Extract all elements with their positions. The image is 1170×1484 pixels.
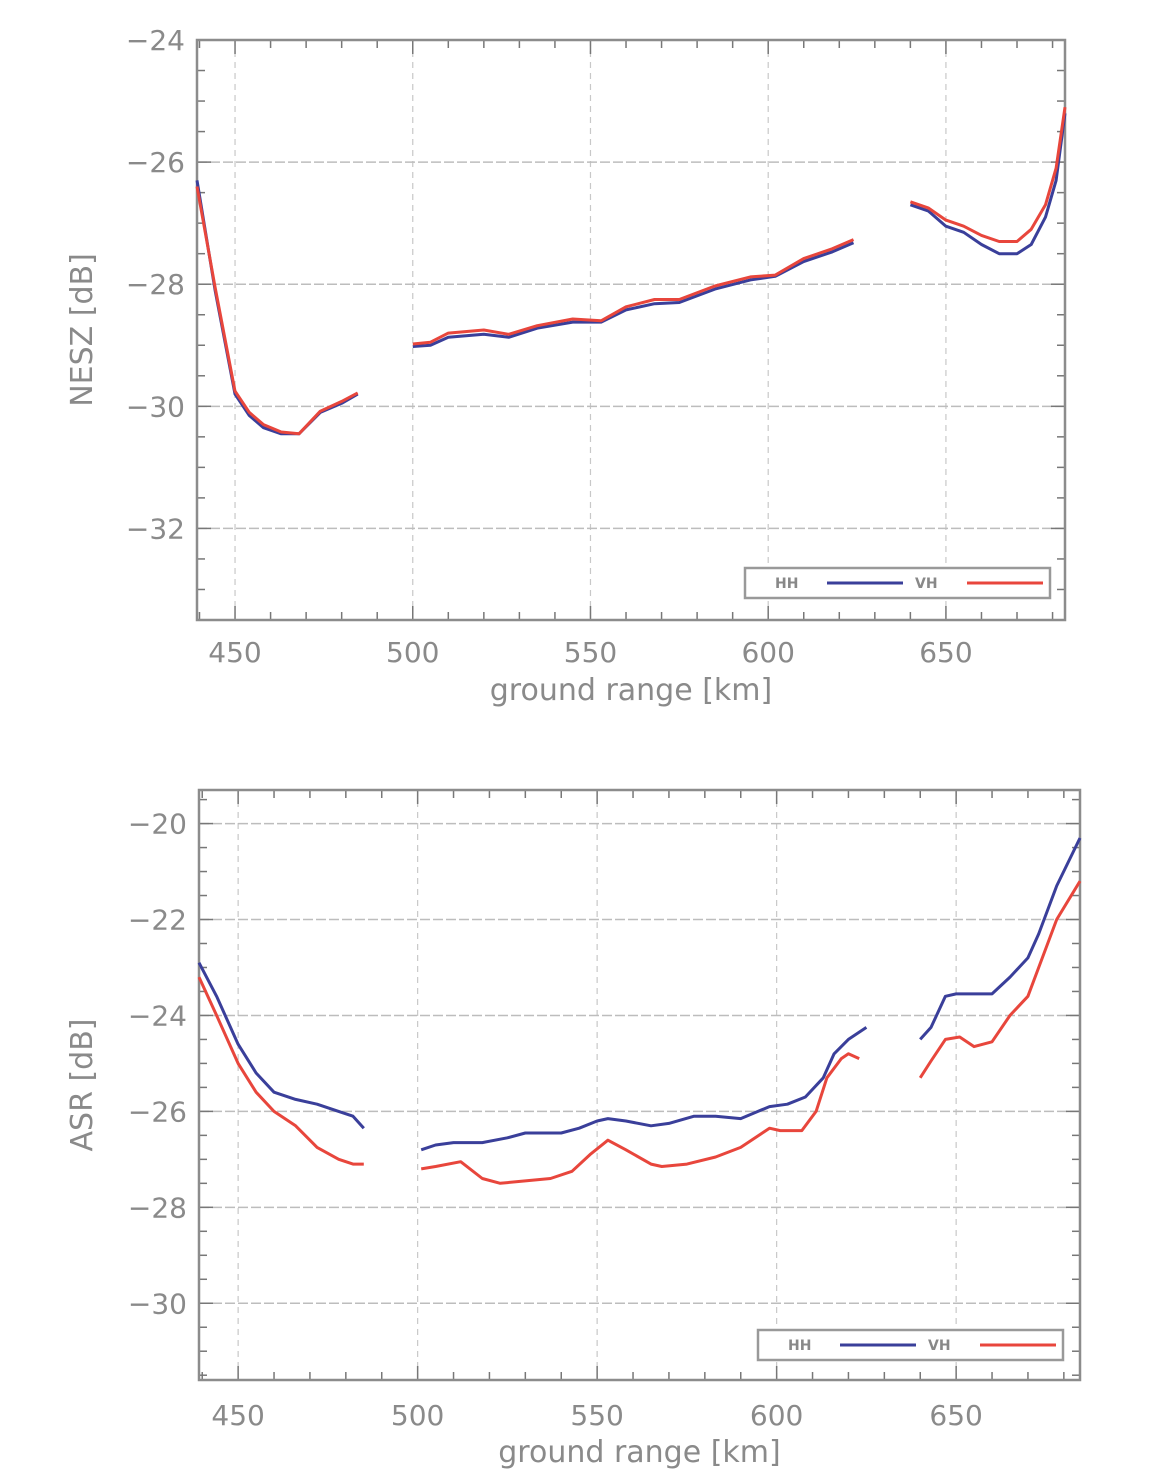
y-tick-label: −26 [126, 146, 185, 179]
y-tick-label: −26 [128, 1095, 187, 1128]
series-line-hh [909, 113, 1067, 256]
y-axis-label: ASR [dB] [65, 1019, 100, 1152]
plot-frame [195, 38, 1067, 622]
x-tick-label: 650 [919, 636, 972, 669]
y-tick-label: −30 [128, 1287, 187, 1320]
y-tick-label: −24 [126, 24, 185, 57]
legend: HH VH [756, 1328, 1065, 1362]
series-line-hh [919, 837, 1082, 1041]
y-tick-label: −24 [128, 999, 187, 1032]
series-line-hh [197, 962, 365, 1130]
series-line-hh [195, 180, 359, 436]
x-tick-label: 650 [929, 1399, 982, 1432]
x-tick-label: 500 [391, 1399, 444, 1432]
series-line-hh [420, 1026, 868, 1152]
x-axis-label: ground range [km] [490, 673, 772, 708]
x-tick-label: 550 [564, 636, 617, 669]
y-tick-label: −20 [128, 808, 187, 841]
legend: HH VH [743, 566, 1052, 600]
x-tick-label: 600 [750, 1399, 803, 1432]
chart-nesz: 450 500 550 600 650 −24 −26 −28 −30 −32 ground ran… [65, 24, 1067, 708]
plot-frame [197, 788, 1082, 1382]
series-line-vh [195, 186, 359, 436]
legend-label: HH [788, 1338, 811, 1354]
x-tick-label: 550 [570, 1399, 623, 1432]
series-line-vh [909, 106, 1067, 243]
x-tick-label: 500 [386, 636, 439, 669]
legend-label: VH [928, 1338, 951, 1354]
chart-asr: 450 500 550 600 650 −20 −22 −24 −26 −28 −30 ground … [65, 788, 1082, 1470]
legend-label: HH [775, 576, 798, 592]
x-axis-label: ground range [km] [498, 1435, 780, 1470]
series-line-hh [412, 241, 855, 348]
series-line-vh [412, 238, 855, 346]
y-tick-label: −28 [128, 1191, 187, 1224]
series-line-vh [918, 880, 1082, 1079]
x-tick-label: 450 [208, 636, 261, 669]
y-tick-label: −28 [126, 268, 185, 301]
y-axis-label: NESZ [dB] [65, 253, 100, 407]
series-line-vh [197, 976, 364, 1166]
legend-label: VH [915, 576, 938, 592]
y-tick-label: −22 [128, 904, 187, 937]
series-line-vh [420, 1052, 860, 1185]
y-tick-label: −32 [126, 512, 185, 545]
y-tick-label: −30 [126, 390, 185, 423]
x-tick-label: 600 [741, 636, 794, 669]
x-tick-label: 450 [211, 1399, 264, 1432]
